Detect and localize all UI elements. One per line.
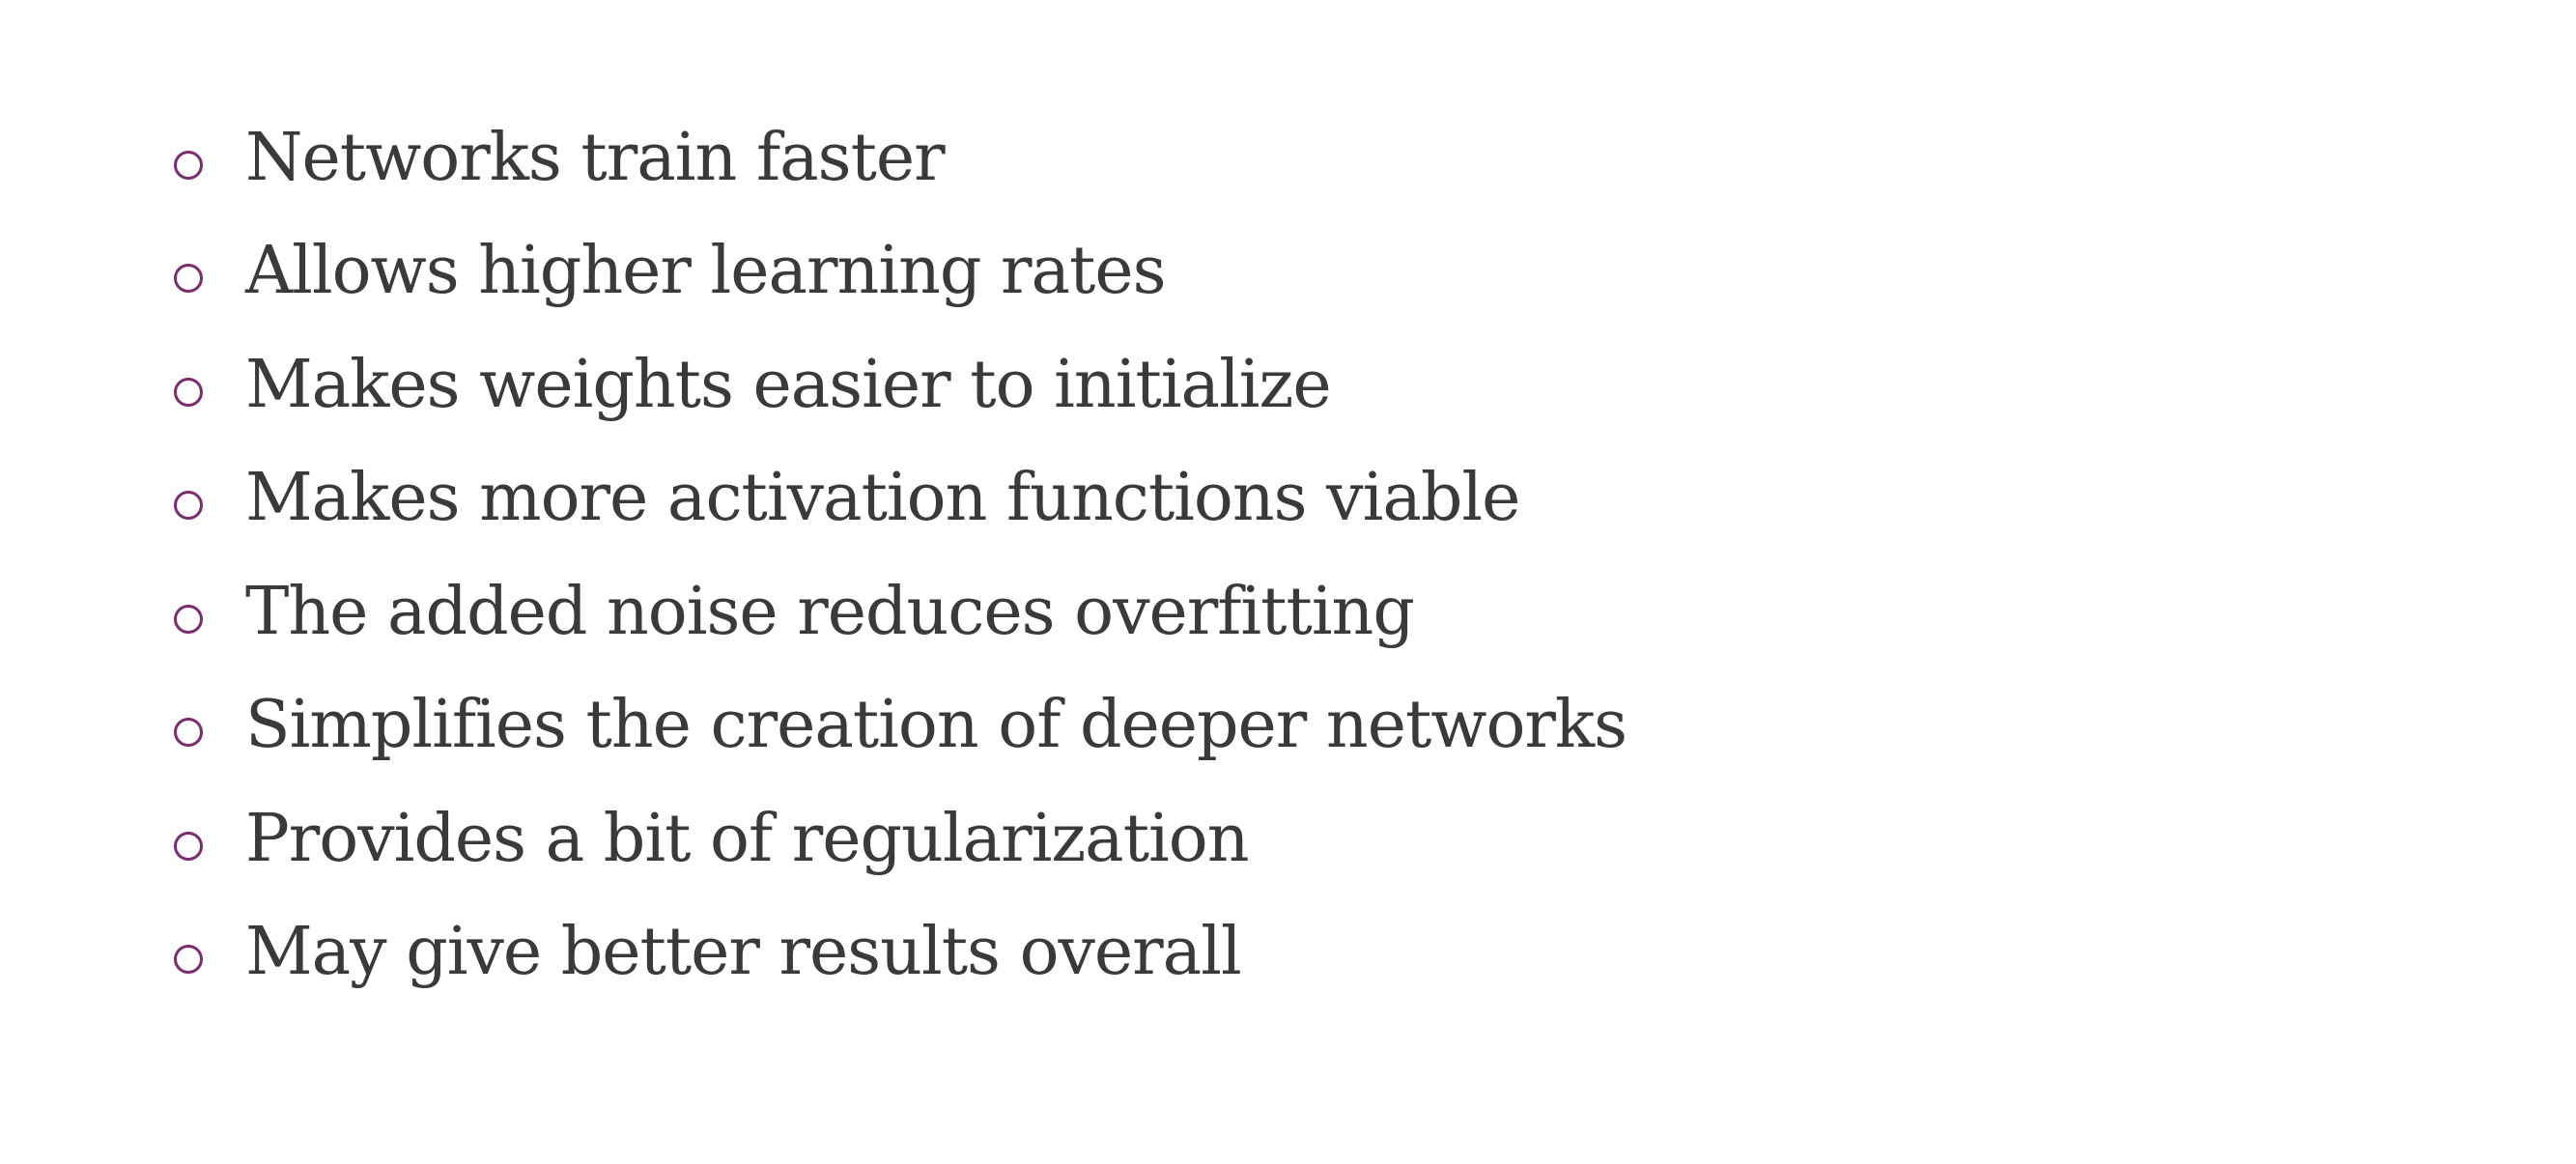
list-item: The added noise reduces overfitting	[174, 555, 1627, 669]
bullet-text: Networks train faster	[245, 119, 946, 196]
hollow-circle-icon	[174, 718, 203, 748]
hollow-circle-icon	[174, 264, 203, 294]
bullet-text: Allows higher learning rates	[245, 233, 1167, 310]
list-item: Makes more activation functions viable	[174, 442, 1627, 556]
bullet-text: Makes weights easier to initialize	[245, 346, 1332, 423]
bullet-text: The added noise reduces overfitting	[245, 573, 1415, 650]
bullet-text: May give better results overall	[245, 914, 1242, 991]
list-item: Makes weights easier to initialize	[174, 328, 1627, 442]
list-item: Simplifies the creation of deeper networ…	[174, 669, 1628, 783]
hollow-circle-icon	[174, 150, 203, 180]
bullet-text: Provides a bit of regularization	[245, 800, 1250, 877]
list-item: May give better results overall	[174, 896, 1627, 1010]
list-item: Provides a bit of regularization	[174, 782, 1627, 896]
list-item: Networks train faster	[174, 101, 1627, 215]
hollow-circle-icon	[174, 831, 203, 861]
bullet-list: Networks train faster Allows higher lear…	[174, 101, 1628, 1010]
hollow-circle-icon	[174, 491, 203, 521]
bullet-text: Makes more activation functions viable	[245, 460, 1520, 537]
hollow-circle-icon	[174, 945, 203, 975]
bullet-text: Simplifies the creation of deeper networ…	[245, 687, 1628, 764]
hollow-circle-icon	[174, 604, 203, 634]
hollow-circle-icon	[174, 377, 203, 407]
list-item: Allows higher learning rates	[174, 215, 1627, 329]
